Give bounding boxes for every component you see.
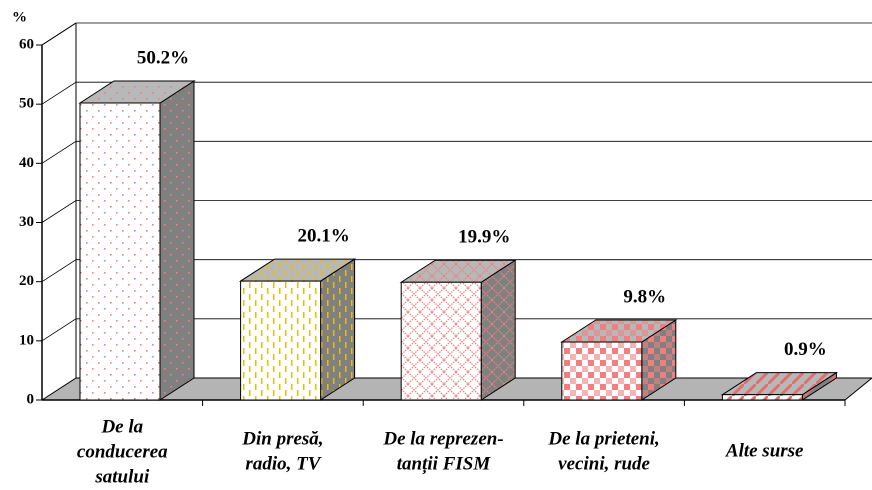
bar: [721, 394, 803, 401]
x-tick-label: satului: [94, 466, 150, 487]
x-tick-label: Din presă,: [241, 428, 323, 449]
y-axis-label: %: [12, 9, 27, 25]
y-tick-label: 10: [19, 332, 34, 348]
bar: [400, 281, 482, 401]
x-tick-label: Alte surse: [725, 440, 804, 461]
value-label: 50.2%: [137, 47, 189, 68]
bar-side: [159, 80, 195, 401]
x-tick-label: conducerea: [77, 441, 168, 462]
grid-line: [41, 81, 872, 105]
bar-side: [320, 258, 356, 401]
bar: [561, 341, 643, 401]
grid-line: [41, 259, 872, 283]
x-tick-label: tanții FISM: [397, 453, 492, 474]
value-label: 20.1%: [297, 225, 349, 246]
y-tick-label: 30: [19, 214, 34, 230]
y-tick-label: 20: [19, 273, 34, 289]
x-tick-label: radio, TV: [245, 453, 321, 474]
x-tick-label: vecini, rude: [558, 453, 650, 474]
bar: [79, 102, 161, 401]
value-label: 0.9%: [784, 339, 827, 360]
y-tick-label: 0: [27, 391, 35, 407]
bar-side: [480, 259, 516, 401]
grid-line: [41, 140, 872, 164]
value-label: 19.9%: [458, 227, 510, 248]
y-tick-label: 60: [19, 36, 34, 52]
grid-line: [41, 318, 872, 342]
value-label: 9.8%: [623, 286, 666, 307]
x-tick-label: De la: [100, 416, 143, 437]
y-tick-label: 50: [19, 96, 34, 112]
bar: [240, 280, 322, 401]
x-tick-label: De la reprezen-: [382, 428, 503, 449]
x-tick-label: De la prieteni,: [547, 428, 659, 449]
y-tick-label: 40: [19, 155, 34, 171]
grid-line: [41, 22, 872, 46]
grid-line: [41, 200, 872, 223]
